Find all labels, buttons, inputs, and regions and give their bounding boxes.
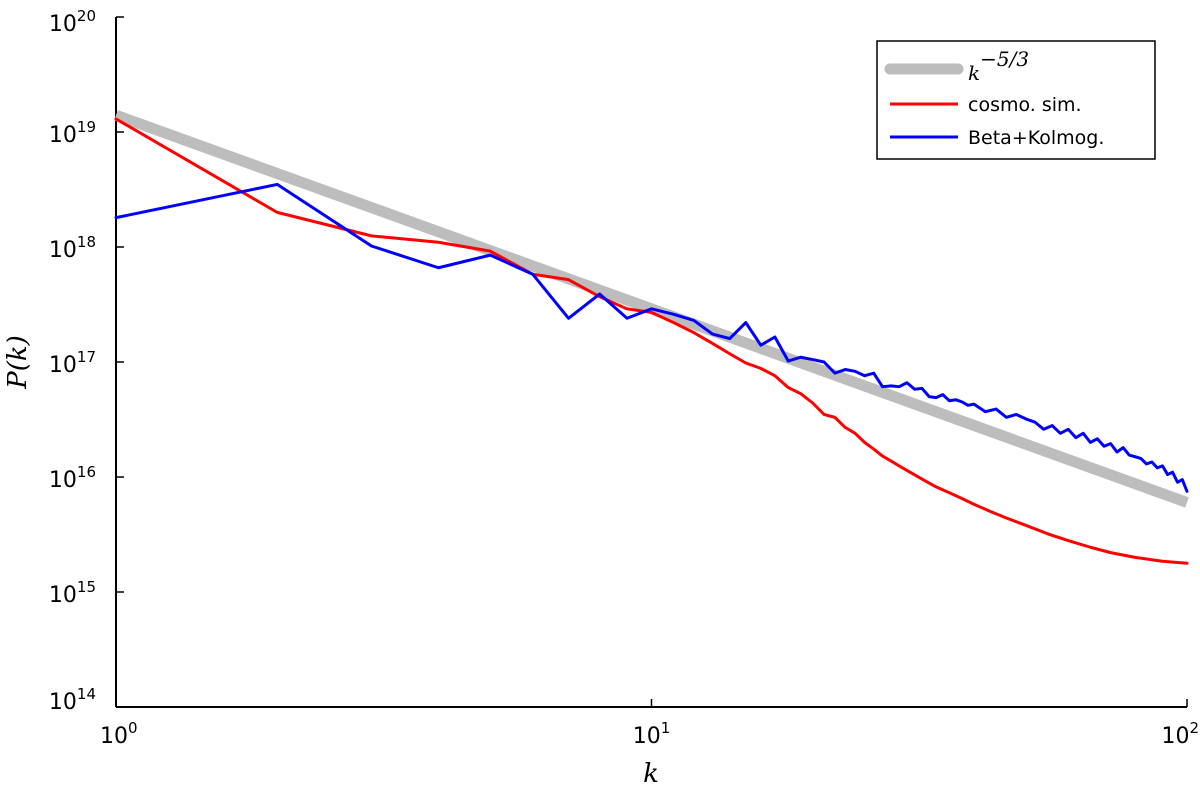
y-tick-label-5: 1019: [49, 118, 96, 148]
y-tick-label-3: 1017: [49, 348, 96, 378]
legend-label-beta-kolmog: Beta+Kolmog.: [968, 127, 1104, 149]
y-tick-label-6: 1020: [49, 7, 96, 37]
x-axis-label: k: [643, 759, 659, 787]
y-tick-label-2: 1016: [49, 463, 96, 493]
x-axis-ticks: 100 101 102: [100, 699, 1199, 749]
series-layer: [114, 110, 1189, 565]
y-tick-label-0: 1014: [49, 685, 96, 715]
legend-label-power-law-base: k: [968, 61, 980, 85]
legend: k−5/3 cosmo. sim. Beta+Kolmog.: [876, 40, 1156, 160]
y-axis-label-group: P(k): [3, 335, 33, 390]
x-tick-label-2: 102: [1161, 719, 1199, 749]
legend-label-power-law-exp: −5/3: [980, 47, 1029, 71]
x-tick-label-0: 100: [100, 719, 138, 749]
y-axis-ticks: 1014 1015 1016 1017 1018 1019 1020: [49, 7, 124, 715]
legend-box: [876, 40, 1156, 160]
y-tick-label-1: 1015: [49, 578, 96, 608]
y-axis-label: P(k): [3, 335, 33, 390]
legend-label-power-law: k−5/3: [968, 47, 1029, 85]
x-tick-label-1: 101: [633, 719, 671, 749]
legend-label-cosmo-sim: cosmo. sim.: [968, 94, 1082, 116]
series-beta-kolmog-line: [114, 182, 1189, 493]
y-tick-label-4: 1018: [49, 233, 96, 263]
